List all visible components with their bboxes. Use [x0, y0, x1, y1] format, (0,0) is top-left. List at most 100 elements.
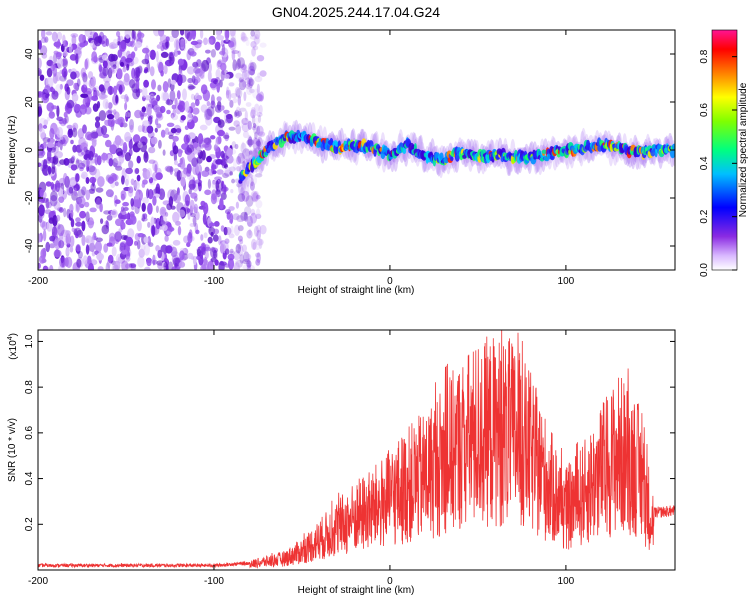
noise-blob	[51, 226, 58, 238]
signal-core	[402, 146, 407, 154]
noise-blob	[120, 61, 125, 67]
noise-blob	[69, 203, 74, 213]
noise-blob	[137, 142, 143, 149]
noise-blob	[66, 86, 71, 95]
noise-blob	[85, 238, 90, 244]
noise-blob	[242, 81, 247, 88]
noise-blob	[233, 120, 240, 127]
noise-blob	[84, 58, 88, 70]
noise-blob	[135, 190, 140, 202]
noise-blob	[105, 38, 110, 47]
snr-multiplier-close: )	[8, 333, 19, 336]
noise-blob	[74, 202, 78, 212]
noise-blob	[229, 30, 236, 37]
noise-blob	[100, 125, 108, 135]
noise-blob	[235, 124, 242, 135]
noise-blob	[251, 47, 256, 57]
noise-blob	[257, 138, 261, 151]
noise-blob	[116, 31, 121, 37]
noise-blob	[152, 254, 156, 266]
noise-blob	[159, 34, 168, 44]
noise-blob	[233, 262, 240, 270]
noise-blob	[251, 114, 256, 125]
noise-blob	[215, 158, 223, 165]
noise-blob	[87, 71, 94, 79]
noise-blob	[206, 106, 215, 117]
noise-blob	[85, 244, 90, 255]
noise-blob	[144, 266, 151, 270]
noise-blob	[173, 192, 181, 204]
noise-blob	[247, 77, 251, 88]
noise-blob	[55, 151, 63, 159]
noise-blob	[71, 34, 77, 46]
noise-blob	[199, 67, 205, 79]
noise-blob	[250, 208, 256, 216]
noise-blob	[150, 216, 155, 227]
noise-blob	[232, 63, 237, 72]
noise-blob	[168, 196, 174, 207]
noise-blob	[232, 97, 238, 104]
noise-blob	[146, 188, 150, 199]
noise-blob	[75, 244, 81, 252]
noise-blob	[158, 139, 162, 149]
noise-blob	[43, 119, 49, 126]
noise-blob	[170, 189, 178, 202]
noise-blob	[57, 224, 65, 237]
noise-blob	[73, 187, 78, 197]
noise-blob	[180, 38, 185, 50]
noise-blob	[136, 220, 142, 232]
noise-blob	[53, 41, 62, 48]
noise-blob	[255, 140, 261, 147]
noise-blob	[159, 215, 164, 223]
noise-blob	[63, 71, 67, 80]
noise-blob	[68, 186, 74, 194]
noise-blob	[185, 200, 190, 207]
noise-blob	[257, 72, 261, 79]
noise-blob	[249, 35, 258, 40]
noise-blob	[93, 89, 100, 97]
noise-blob	[151, 79, 156, 90]
noise-blob	[166, 109, 171, 115]
noise-blob	[51, 166, 56, 174]
noise-blob	[189, 30, 196, 37]
noise-blob	[243, 181, 248, 191]
noise-blob	[242, 264, 251, 270]
noise-blob	[188, 229, 193, 239]
noise-blob	[150, 98, 158, 106]
noise-blob	[225, 113, 233, 120]
noise-blob	[224, 132, 230, 142]
noise-blob	[224, 30, 229, 40]
noise-blob	[51, 90, 59, 100]
noise-blob	[227, 253, 235, 261]
noise-blob	[259, 91, 264, 102]
noise-blob	[247, 134, 252, 147]
noise-blob	[190, 212, 196, 218]
noise-blob	[164, 59, 173, 67]
noise-blob	[244, 206, 252, 216]
y-tick-label: 20	[24, 96, 35, 108]
noise-blob	[238, 78, 244, 83]
noise-blob	[80, 93, 89, 98]
noise-blob	[86, 158, 90, 167]
noise-blob	[95, 187, 104, 193]
noise-blob	[122, 142, 128, 154]
noise-blob	[218, 260, 225, 270]
noise-blob	[252, 88, 260, 99]
noise-blob	[47, 166, 52, 175]
noise-blob	[254, 103, 260, 113]
noise-blob	[155, 50, 159, 63]
noise-blob	[73, 227, 82, 236]
noise-blob	[130, 40, 135, 48]
noise-blob	[229, 99, 234, 108]
x-tick-label: 100	[558, 576, 575, 587]
noise-blob	[243, 211, 248, 222]
noise-blob	[137, 30, 142, 39]
noise-blob	[256, 125, 264, 136]
noise-blob	[246, 260, 252, 268]
noise-blob	[200, 264, 207, 270]
noise-blob	[155, 106, 163, 118]
noise-blob	[124, 152, 131, 162]
noise-blob	[165, 36, 170, 42]
noise-blob	[253, 37, 261, 45]
